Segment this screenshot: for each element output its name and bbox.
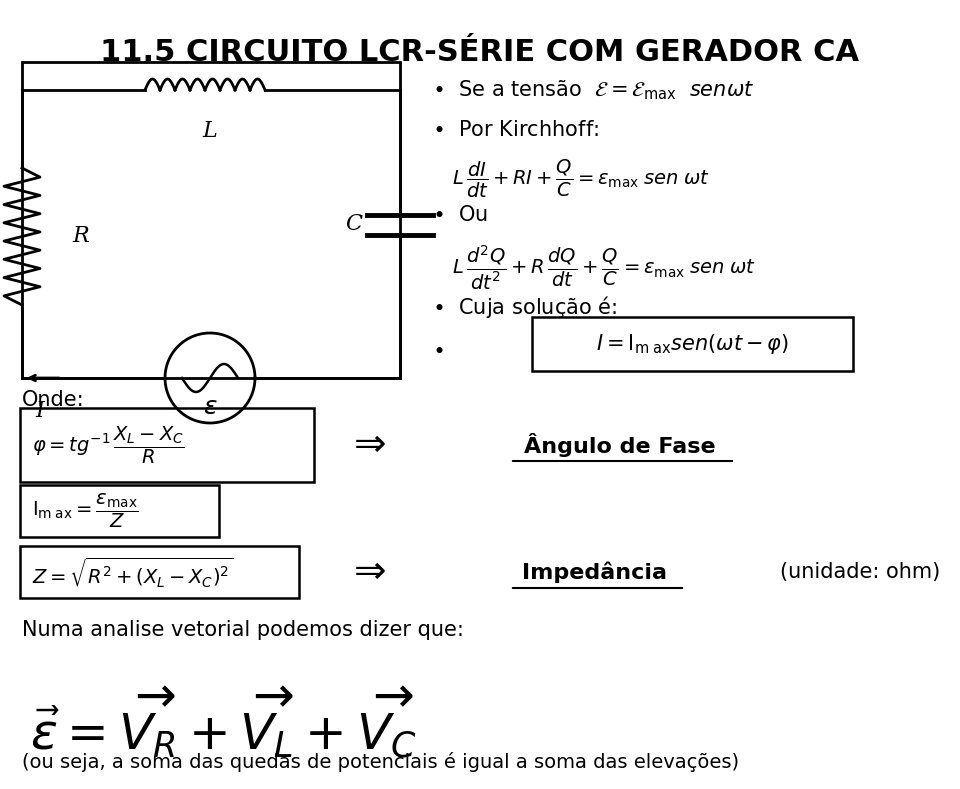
Text: ⇒: ⇒ xyxy=(353,426,386,464)
Text: (unidade: ohm): (unidade: ohm) xyxy=(780,562,940,582)
FancyBboxPatch shape xyxy=(532,317,853,371)
Text: $Z = \sqrt{R^2 + (X_L - X_C)^2}$: $Z = \sqrt{R^2 + (X_L - X_C)^2}$ xyxy=(32,555,233,589)
Text: $\vec{\varepsilon} = \overrightarrow{V_R} + \overrightarrow{V_L} + \overrightarr: $\vec{\varepsilon} = \overrightarrow{V_R… xyxy=(30,685,417,761)
Text: $\bullet$  Ou: $\bullet$ Ou xyxy=(432,205,488,225)
Text: $\bullet$  Se a tensão  $\mathcal{E}=\mathcal{E}_{\mathrm{max}}$  $\mathit{sen}\: $\bullet$ Se a tensão $\mathcal{E}=\math… xyxy=(432,78,755,102)
Text: $\bullet$: $\bullet$ xyxy=(432,340,444,360)
Text: Numa analise vetorial podemos dizer que:: Numa analise vetorial podemos dizer que: xyxy=(22,620,464,640)
FancyBboxPatch shape xyxy=(20,485,219,537)
Text: 11.5 CIRCUITO LCR-SÉRIE COM GERADOR CA: 11.5 CIRCUITO LCR-SÉRIE COM GERADOR CA xyxy=(101,38,859,67)
FancyBboxPatch shape xyxy=(20,408,314,482)
FancyBboxPatch shape xyxy=(20,546,299,598)
Text: $\bullet$  Por Kirchhoff:: $\bullet$ Por Kirchhoff: xyxy=(432,120,599,140)
Text: $\varphi = tg^{-1}\,\dfrac{X_L - X_C}{R}$: $\varphi = tg^{-1}\,\dfrac{X_L - X_C}{R}… xyxy=(32,424,184,466)
Text: C: C xyxy=(345,213,362,235)
Text: Onde:: Onde: xyxy=(22,390,84,410)
Text: $\mathrm{I_{m\;ax}} = \dfrac{\varepsilon_{\mathrm{max}}}{Z}$: $\mathrm{I_{m\;ax}} = \dfrac{\varepsilon… xyxy=(32,492,138,530)
Text: $\bullet$  Cuja solução é:: $\bullet$ Cuja solução é: xyxy=(432,294,617,320)
Text: $L\,\dfrac{dI}{dt}+RI+\dfrac{Q}{C}=\varepsilon_{\mathrm{max}}\;sen\;\omega t$: $L\,\dfrac{dI}{dt}+RI+\dfrac{Q}{C}=\vare… xyxy=(452,158,709,200)
Bar xyxy=(22,62,400,378)
Text: R: R xyxy=(72,225,88,247)
Text: $L\,\dfrac{d^2Q}{dt^2}+R\,\dfrac{dQ}{dt}+\dfrac{Q}{C}=\varepsilon_{\mathrm{max}}: $L\,\dfrac{d^2Q}{dt^2}+R\,\dfrac{dQ}{dt}… xyxy=(452,244,756,293)
Text: L: L xyxy=(203,120,217,142)
Text: Ângulo de Fase: Ângulo de Fase xyxy=(524,433,716,457)
Text: (ou seja, a soma das quedas de potenciais é igual a soma das elevações): (ou seja, a soma das quedas de potenciai… xyxy=(22,752,739,772)
Text: I: I xyxy=(35,400,44,422)
Text: Impedância: Impedância xyxy=(522,561,667,583)
Text: ⇒: ⇒ xyxy=(353,553,386,591)
Text: $\varepsilon$: $\varepsilon$ xyxy=(203,396,217,419)
Text: $I = \mathrm{I_{m\;ax}}\mathit{sen}(\omega t - \varphi)$: $I = \mathrm{I_{m\;ax}}\mathit{sen}(\ome… xyxy=(596,332,789,356)
